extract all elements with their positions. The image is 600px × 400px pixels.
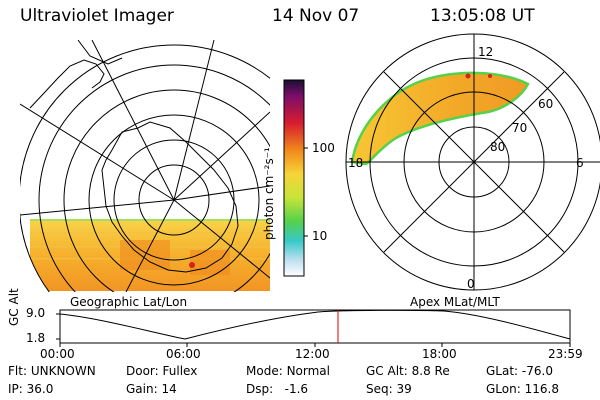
status-mode: Mode: Normal [246,364,330,378]
apex-panel-label: Apex MLat/MLT [410,295,500,309]
status-door: Door: Fullex [126,364,198,378]
status-gc-alt: GC Alt: 8.8 Re [366,364,450,378]
mlt-label-12: 12 [478,45,494,59]
date-label: 14 Nov 07 [272,6,360,26]
mlat-label-60: 60 [538,97,554,111]
instrument-title: Ultraviolet Imager [20,6,174,26]
altitude-xtick-3: 18:00 [422,347,457,361]
altitude-ylabel: GC Alt [7,288,21,326]
altitude-ytick-1-8: 1.8 [26,331,46,345]
status-seq: Seq: 39 [366,382,412,396]
status-flt: Flt: UNKNOWN [8,364,96,378]
mlat-label-80: 80 [490,140,506,154]
mlt-label-18: 18 [348,156,364,170]
apex-aurora-oval [350,71,530,166]
altitude-xtick-4: 23:59 [548,347,583,361]
status-glat: GLat: -76.0 [486,364,553,378]
mlat-label-70: 70 [512,121,528,135]
colorbar-tick-10: 10 [312,229,328,243]
altitude-xtick-1: 06:00 [166,347,201,361]
mlt-label-6: 6 [576,156,584,170]
altitude-xtick-0: 00:00 [40,347,75,361]
geo-panel-label: Geographic Lat/Lon [70,295,188,309]
geo-aurora-peak [189,262,195,268]
antarctica-coastline [101,121,239,273]
altitude-xtick-2: 12:00 [295,347,330,361]
time-label: 13:05:08 UT [430,6,535,26]
status-gain: Gain: 14 [126,382,177,396]
altitude-curve [59,309,571,340]
status-ip: IP: 36.0 [8,382,54,396]
status-dsp: Dsp: -1.6 [246,382,309,396]
colorbar-tick-100: 100 [312,141,335,155]
mlt-label-0: 0 [467,277,475,291]
status-glon: GLon: 116.8 [486,382,559,396]
colorbar [283,79,308,277]
altitude-ytick-9: 9.0 [26,306,46,320]
